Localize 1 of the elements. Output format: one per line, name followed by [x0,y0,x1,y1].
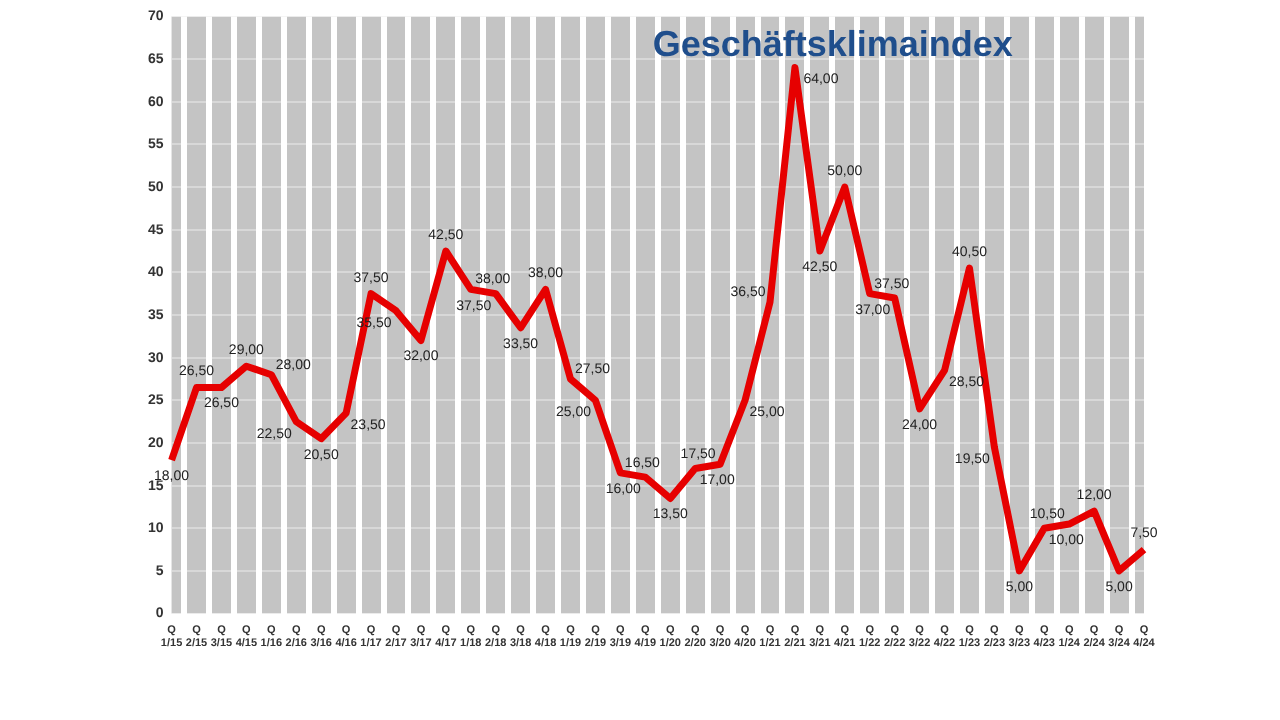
chart-title: Geschäftsklimaindex [652,24,1013,65]
